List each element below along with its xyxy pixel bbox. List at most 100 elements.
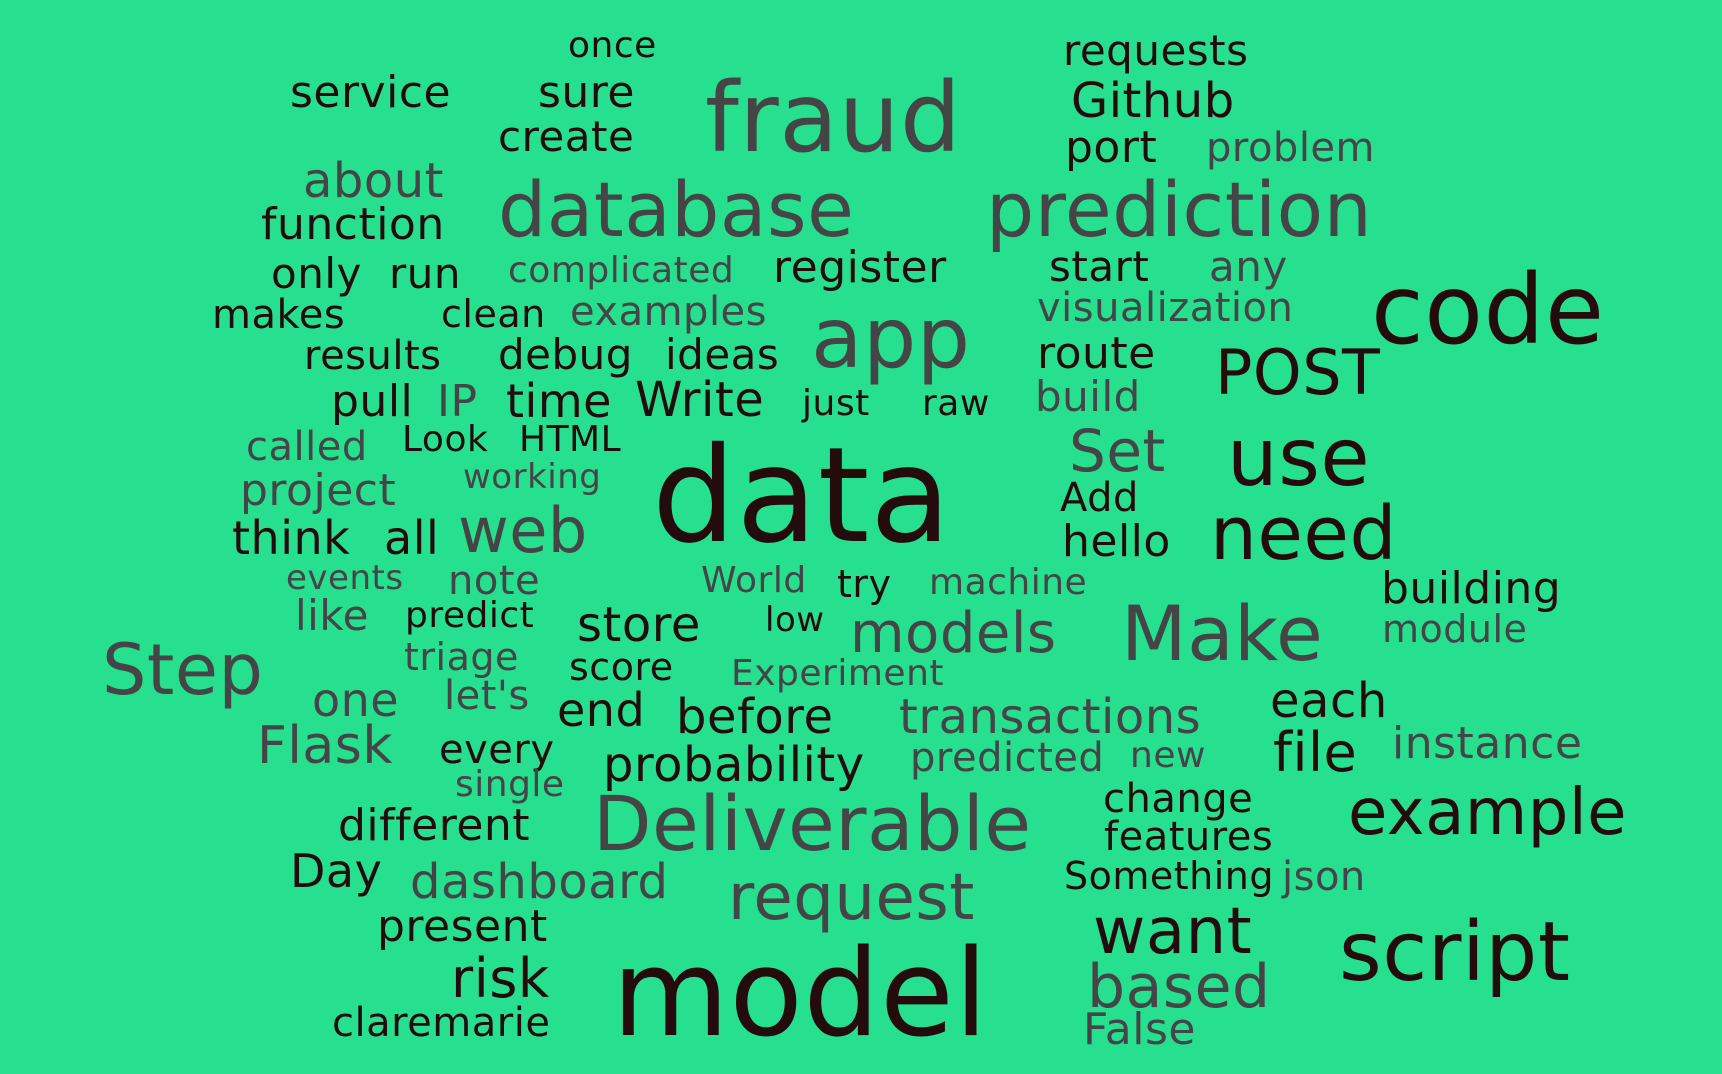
word-service: service (290, 67, 452, 118)
word-database: database (498, 165, 855, 254)
word-false: False (1083, 1004, 1196, 1055)
word-set: Set (1069, 417, 1166, 485)
word-complicated: complicated (508, 250, 735, 291)
word-function: function (261, 199, 445, 250)
word-clean: clean (441, 292, 546, 336)
word-all: all (384, 511, 440, 565)
word-run: run (389, 249, 462, 298)
word-before: before (676, 689, 834, 745)
word-sure: sure (538, 67, 636, 118)
word-models: models (850, 601, 1057, 666)
word-problem: problem (1206, 125, 1376, 171)
word-prediction: prediction (986, 165, 1373, 254)
word-any: any (1209, 242, 1288, 291)
word-flask: Flask (257, 716, 393, 776)
word-start: start (1049, 242, 1150, 291)
word-triage: triage (404, 635, 519, 679)
word-called: called (246, 424, 368, 470)
word-every: every (439, 727, 555, 773)
word-step: Step (102, 629, 264, 711)
word-app: app (811, 289, 971, 387)
word-predict: predict (405, 595, 535, 636)
word-something: Something (1064, 854, 1275, 898)
word-visualization: visualization (1037, 285, 1294, 331)
word-day: Day (290, 844, 383, 898)
word-look: Look (402, 419, 489, 460)
word-low: low (765, 600, 825, 640)
word-just: just (802, 383, 870, 424)
word-deliverable: Deliverable (593, 779, 1032, 868)
word-request: request (728, 861, 975, 935)
word-score: score (569, 645, 674, 689)
word-write: Write (635, 372, 765, 428)
word-machine: machine (929, 562, 1088, 603)
word-add: Add (1060, 475, 1139, 521)
word-once: once (568, 25, 657, 66)
word-about: about (303, 153, 444, 209)
word-instance: instance (1392, 718, 1583, 769)
word-port: port (1065, 122, 1158, 173)
word-post: POST (1215, 336, 1381, 409)
word-dashboard: dashboard (410, 854, 669, 910)
word-create: create (498, 112, 635, 161)
word-claremarie: claremarie (332, 1000, 551, 1046)
word-make: Make (1121, 589, 1324, 678)
word-json: json (1282, 854, 1366, 900)
word-data: data (652, 419, 952, 573)
word-one: one (312, 673, 400, 727)
word-building: building (1381, 563, 1562, 614)
word-build: build (1035, 372, 1141, 421)
word-html: HTML (519, 419, 622, 460)
word-world: World (701, 560, 807, 601)
word-lets: let's (444, 673, 530, 719)
word-need: need (1210, 491, 1397, 577)
word-ideas: ideas (665, 330, 780, 379)
word-project: project (240, 465, 397, 516)
word-predicted: predicted (910, 735, 1105, 781)
word-different: different (338, 800, 531, 851)
word-code: code (1371, 254, 1605, 366)
word-each: each (1270, 673, 1388, 729)
word-module: module (1382, 607, 1528, 651)
word-ip: IP (437, 376, 478, 427)
word-makes: makes (212, 292, 346, 338)
word-fraud: fraud (705, 62, 962, 174)
word-probability: probability (603, 737, 865, 793)
word-try: try (837, 562, 892, 606)
word-model: model (612, 925, 989, 1064)
word-results: results (304, 333, 442, 379)
word-raw: raw (922, 383, 990, 424)
word-working: working (463, 457, 602, 497)
word-time: time (506, 374, 612, 428)
word-risk: risk (451, 947, 550, 1010)
word-present: present (377, 901, 548, 952)
word-like: like (295, 591, 370, 640)
word-based: based (1087, 952, 1271, 1022)
word-script: script (1339, 905, 1571, 1000)
word-transactions: transactions (899, 689, 1202, 745)
word-use: use (1227, 411, 1371, 504)
word-register: register (773, 242, 947, 293)
word-new: new (1130, 735, 1206, 776)
word-note: note (448, 558, 541, 604)
word-experiment: Experiment (731, 653, 945, 694)
word-web: web (458, 494, 588, 567)
word-single: single (455, 764, 565, 805)
word-change: change (1103, 776, 1254, 822)
word-end: end (557, 683, 646, 737)
word-want: want (1093, 895, 1253, 969)
word-examples: examples (570, 289, 768, 335)
word-think: think (232, 511, 351, 565)
word-debug: debug (498, 330, 633, 379)
word-pull: pull (331, 376, 414, 427)
word-hello: hello (1062, 516, 1171, 567)
word-store: store (577, 597, 701, 653)
word-example: example (1348, 776, 1627, 850)
word-route: route (1037, 328, 1156, 379)
word-events: events (286, 558, 404, 598)
word-features: features (1104, 814, 1274, 860)
word-requests: requests (1063, 26, 1249, 75)
word-only: only (271, 249, 362, 298)
word-file: file (1273, 721, 1358, 784)
